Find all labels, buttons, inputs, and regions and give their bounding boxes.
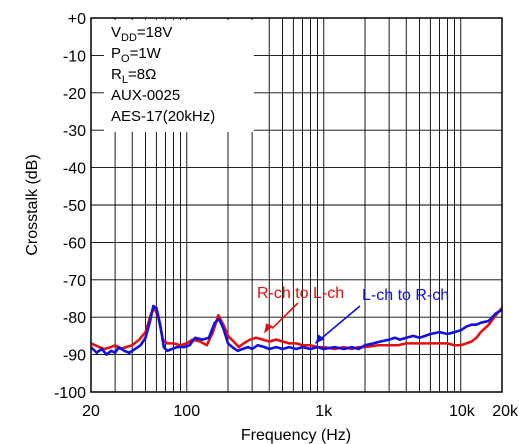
y-tick-label: -100 [54,385,86,402]
y-tick-label: -20 [63,86,86,103]
series-lines [90,304,503,356]
condition-line: AES-17(20kHz) [111,108,215,125]
x-tick-label: 20 [82,403,100,420]
conditions-box [104,20,254,132]
y-tick-label: -70 [63,273,86,290]
y-tick-label: -60 [63,235,86,252]
condition-line: VDD=18V [111,24,172,44]
y-tick-label: -40 [63,161,86,178]
y-tick-label: -50 [63,198,86,215]
series-label-r-to-l: R-ch to L-ch [257,285,344,302]
plot-frame [90,17,503,393]
x-tick-label: 20k [492,403,519,420]
series-label-arrowhead [264,323,274,334]
condition-line: PO=1W [111,45,162,65]
y-tick-label: -90 [63,348,86,365]
x-tick-label: 1k [315,403,333,420]
series-label-l-to-r: L-ch to R-ch [362,287,449,304]
y-tick-label: -80 [63,310,86,327]
condition-line: RL=8Ω [111,66,156,86]
series-label-arrow [271,302,299,329]
x-tick-label: 10k [449,403,476,420]
series-label-arrowhead [315,334,325,344]
condition-line: AUX-0025 [111,87,180,104]
series-labels: R-ch to L-ch L-ch to R-ch [257,285,449,344]
y-axis-title: Crosstalk (dB) [24,154,41,255]
y-tick-label: -10 [63,48,86,65]
y-tick-label: +0 [68,11,86,28]
y-tick-label: -30 [63,123,86,140]
x-tick-label: 100 [173,403,200,420]
series-label-arrow [314,305,361,344]
series-line [90,304,503,356]
x-axis-title: Frequency (Hz) [241,427,351,444]
